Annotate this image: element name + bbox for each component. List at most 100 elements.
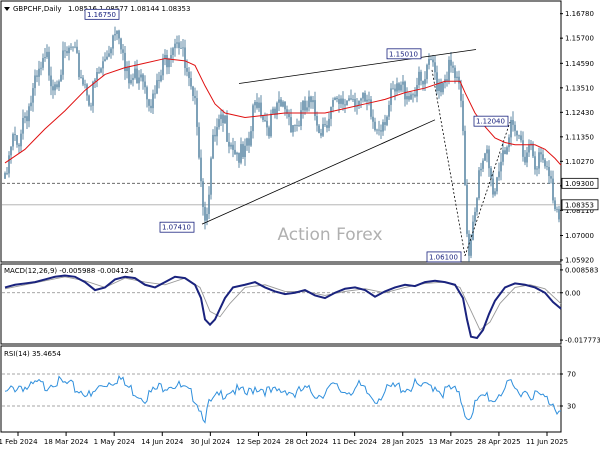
candle-body xyxy=(208,194,210,215)
candle-body xyxy=(104,59,106,62)
candle-body xyxy=(304,100,306,111)
candle-body xyxy=(16,135,18,145)
candle-body xyxy=(156,80,158,94)
candle-body xyxy=(140,74,142,78)
candle-body xyxy=(542,154,544,160)
candle-body xyxy=(322,124,324,136)
candle-body xyxy=(372,116,374,122)
candle-body xyxy=(266,120,268,128)
candle-body xyxy=(184,47,186,68)
candle-body xyxy=(398,83,400,91)
time-tick-label: 30 Jul 2024 xyxy=(191,438,231,446)
candle-body xyxy=(26,116,28,122)
candle-body xyxy=(268,127,270,137)
candle-body xyxy=(448,59,450,81)
candle-body xyxy=(290,117,292,133)
candle-body xyxy=(434,62,436,73)
candle-body xyxy=(488,149,490,169)
candle-body xyxy=(436,72,438,92)
candle-body xyxy=(352,99,354,100)
macd-axis: 0.008583 0.00 -0.017773 xyxy=(2,266,600,345)
candle-body xyxy=(400,84,402,91)
candle-body xyxy=(110,48,112,54)
candle-body xyxy=(22,117,24,134)
candle-body xyxy=(186,67,188,72)
annotation-box xyxy=(159,221,195,233)
candle-body xyxy=(316,115,318,126)
candle-body xyxy=(460,83,462,101)
macd-tick-label: -0.017773 xyxy=(565,337,600,345)
candle-body xyxy=(188,71,190,79)
watermark: Action Forex xyxy=(277,225,382,245)
candle-body xyxy=(146,87,148,100)
candle-body xyxy=(164,54,166,59)
candle-body xyxy=(38,68,40,77)
annotation-box xyxy=(473,115,509,127)
candle-body xyxy=(518,135,520,137)
candle-body xyxy=(416,85,418,97)
candle-body xyxy=(82,77,84,85)
candle-body xyxy=(62,50,64,75)
price-tick-label: 1.08110 xyxy=(565,207,594,215)
candle-body xyxy=(24,116,26,118)
candle-body xyxy=(404,81,406,100)
candle-body xyxy=(102,61,104,69)
candle-body xyxy=(226,115,228,142)
candle-body xyxy=(520,135,522,141)
level-tag-box xyxy=(561,177,599,189)
candle-body xyxy=(408,96,410,100)
candle-body xyxy=(454,67,456,78)
candle-body xyxy=(426,64,428,80)
rsi-line xyxy=(4,374,562,424)
candle-body xyxy=(216,127,218,137)
candle-body xyxy=(100,68,102,73)
candle-body xyxy=(550,176,552,179)
candle-body xyxy=(496,177,498,192)
candle-body xyxy=(54,84,56,91)
candle-body xyxy=(90,105,92,107)
time-tick-label: 12 Sep 2024 xyxy=(236,438,281,446)
candle-body xyxy=(98,71,100,73)
candle-body xyxy=(86,84,88,96)
candle-body xyxy=(218,119,220,128)
candle-body xyxy=(368,99,370,101)
candle-body xyxy=(344,104,346,106)
candle-body xyxy=(510,119,512,138)
candle-body xyxy=(312,100,314,103)
candle-body xyxy=(240,144,242,163)
annotation-box xyxy=(84,8,120,20)
candle-body xyxy=(382,122,384,132)
candle-body xyxy=(48,51,50,76)
candle-body xyxy=(478,170,480,199)
candle-body xyxy=(190,78,192,87)
time-tick-label: 1 Feb 2024 xyxy=(0,438,38,446)
candle-body xyxy=(142,74,144,82)
candle-body xyxy=(354,99,356,107)
candle-body xyxy=(384,122,386,125)
candle-body xyxy=(108,53,110,57)
candle-body xyxy=(120,38,122,50)
trendlines xyxy=(201,49,511,257)
candle-body xyxy=(224,115,226,124)
candle-body xyxy=(210,158,212,195)
collapse-arrow-icon[interactable] xyxy=(4,7,10,11)
candle-body xyxy=(198,126,200,158)
candle-body xyxy=(332,100,334,107)
price-panel-frame xyxy=(0,0,562,263)
candle-body xyxy=(162,58,164,76)
candle-body xyxy=(342,98,344,105)
candle-body xyxy=(318,125,320,134)
candle-body xyxy=(128,66,130,84)
time-axis: 1 Feb 2024 18 Mar 2024 1 May 2024 14 Jun 20… xyxy=(0,432,568,446)
trendline xyxy=(431,69,466,256)
candle-body xyxy=(476,198,478,212)
candle-body xyxy=(438,83,440,92)
candle-body xyxy=(286,109,288,114)
candle-body xyxy=(554,200,556,210)
candle-body xyxy=(168,58,170,68)
candle-body xyxy=(52,86,54,91)
candle-body xyxy=(424,79,426,85)
candle-body xyxy=(42,58,44,68)
candle-body xyxy=(464,130,466,185)
rsi-panel-frame xyxy=(0,345,562,433)
